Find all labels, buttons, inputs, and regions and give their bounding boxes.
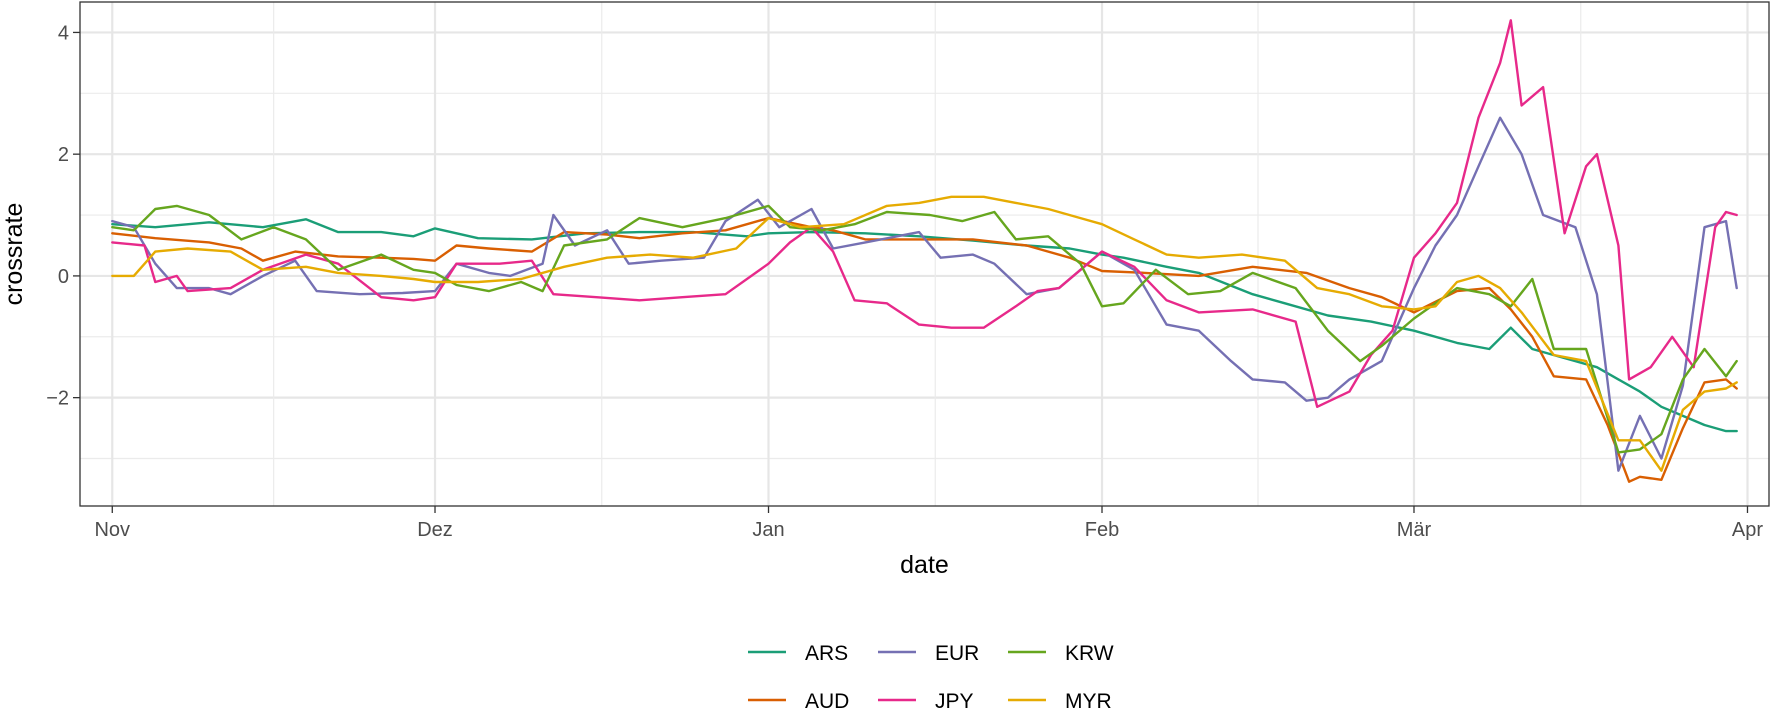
x-tick-label: Apr xyxy=(1732,519,1763,541)
x-axis-title: date xyxy=(900,551,949,579)
x-tick-label: Dez xyxy=(417,519,453,541)
panel-border xyxy=(79,1,1770,507)
x-tick-label: Nov xyxy=(94,519,130,541)
y-axis-title: crossrate xyxy=(0,203,28,306)
y-tick-label: 4 xyxy=(58,22,69,44)
legend-label-krw: KRW xyxy=(1065,642,1114,665)
y-tick-label: 2 xyxy=(58,144,69,166)
legend-label-eur: EUR xyxy=(935,642,979,665)
y-tick-label: −2 xyxy=(46,388,69,410)
grid xyxy=(80,2,1769,506)
x-tick-label: Jan xyxy=(752,519,784,541)
legend: ARS EUR KRW AUD JPY MYR xyxy=(748,642,1114,713)
x-tick-label: Feb xyxy=(1085,519,1119,541)
x-tick-label: Mär xyxy=(1397,519,1432,541)
y-tick-label: 0 xyxy=(58,266,69,288)
series-line-myr xyxy=(111,195,1738,472)
legend-label-myr: MYR xyxy=(1065,690,1112,711)
legend-label-ars: ARS xyxy=(805,642,848,665)
series-line-eur xyxy=(111,116,1738,472)
legend-label-jpy: JPY xyxy=(935,690,974,711)
series-line-krw xyxy=(111,204,1738,454)
series-line-jpy xyxy=(111,19,1738,408)
series-line-aud xyxy=(111,216,1738,483)
axes: −2 0 2 4 Nov Dez Jan Feb Mär Apr xyxy=(46,22,1763,541)
series-lines xyxy=(111,19,1738,483)
legend-label-aud: AUD xyxy=(805,690,849,711)
